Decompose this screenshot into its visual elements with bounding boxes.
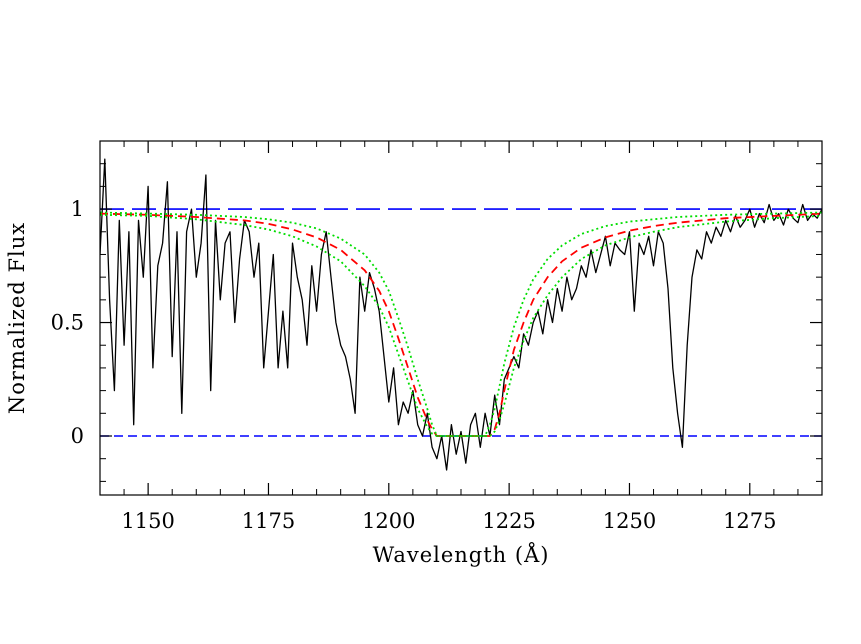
series-line-1 [100,212,822,437]
plot-frame [99,140,823,496]
x-tick-label-2: 1200 [362,509,415,533]
y-tick-label-2: 1 [71,197,84,221]
x-tick-label-5: 1275 [723,509,776,533]
y-tick-label-0: 0 [71,424,84,448]
x-tick-label-0: 1150 [121,509,174,533]
y-tick-label-1: 0.5 [51,311,84,335]
series-line-0 [100,158,822,471]
y-axis-title: Normalized Flux [5,222,29,414]
x-tick-label-3: 1225 [482,509,535,533]
series-layer [100,158,822,471]
x-tick-label-4: 1250 [603,509,656,533]
reference-lines [100,208,822,437]
x-tick-label-1: 1175 [242,509,295,533]
x-axis-title: Wavelength (Å) [373,542,550,567]
series-line-2 [100,213,822,437]
ticks-layer [99,141,823,495]
tick-labels: 1150 1175 1200 1225 1250 1275 0 0.5 1 [51,197,777,533]
series-line-3 [100,211,822,437]
